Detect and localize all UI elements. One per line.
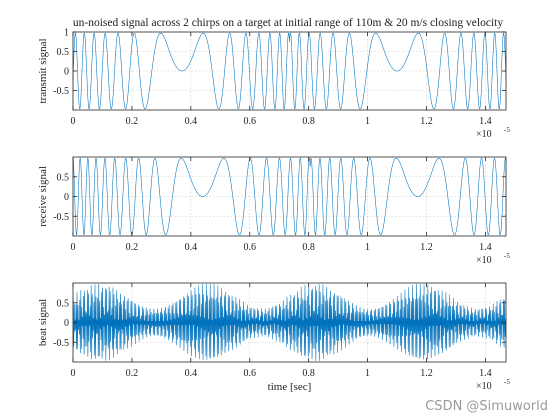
x-tick-label: 1.2 xyxy=(420,116,433,127)
y-tick-label: 0.5 xyxy=(57,47,70,58)
x-axis-multiplier: ×10 xyxy=(476,129,492,140)
y-tick-label: 0 xyxy=(64,318,69,329)
y-axis-label: transmit signal xyxy=(37,38,49,103)
subplot-2: 0 0.2 0.4 0.6 0.8 1 1.2 1.4 -0.5 0 0.5 ×10 -5 receive… xyxy=(37,156,510,266)
x-tick-label: 0.2 xyxy=(126,368,139,379)
x-tick-label: 0.2 xyxy=(126,116,139,127)
x-axis-multiplier: ×10 xyxy=(476,255,492,266)
signal-line xyxy=(72,284,507,361)
x-tick-label: 0 xyxy=(71,368,76,379)
y-tick-label: -0.5 xyxy=(53,86,69,97)
x-tick-label: 1.4 xyxy=(479,242,492,253)
x-axis-multiplier-exponent: -5 xyxy=(504,126,510,134)
x-tick-label: 1.2 xyxy=(420,242,433,253)
y-axis-label: receive signal xyxy=(37,166,49,227)
x-tick-label: 0.6 xyxy=(243,242,256,253)
x-tick-label: 1 xyxy=(365,116,370,127)
x-axis-label: time [sec] xyxy=(268,381,312,393)
x-tick-label: 0.8 xyxy=(302,368,315,379)
x-tick-label: 1.4 xyxy=(479,368,492,379)
x-tick-label: 1 xyxy=(365,368,370,379)
x-axis-multiplier: ×10 xyxy=(476,381,492,392)
y-tick-label: 0 xyxy=(64,67,69,78)
x-tick-label: 0 xyxy=(71,242,76,253)
subplot-3: 0 0.2 0.4 0.6 0.8 1 1.2 1.4 -0.5 0 0.5 ×10 -5 beat si… xyxy=(37,282,510,393)
y-tick-label: 1 xyxy=(64,28,69,39)
x-tick-label: 1.2 xyxy=(420,368,433,379)
x-tick-label: 0.4 xyxy=(185,116,198,127)
x-axis-multiplier-exponent: -5 xyxy=(504,378,510,386)
signal-line xyxy=(72,32,507,110)
signal-line xyxy=(72,157,507,236)
x-axis-multiplier-exponent: -5 xyxy=(504,252,510,260)
x-tick-label: 0.6 xyxy=(243,116,256,127)
x-tick-label: 0 xyxy=(71,116,76,127)
y-tick-label: 0 xyxy=(64,192,69,203)
x-tick-label: 0.6 xyxy=(243,368,256,379)
subplot-1: 0 0.2 0.4 0.6 0.8 1 1.2 1.4 -0.5 0 0.5 1 ×10 -5 transm… xyxy=(37,28,510,141)
watermark: CSDN @Simuworld xyxy=(425,399,548,414)
x-tick-label: 1.4 xyxy=(479,116,492,127)
y-tick-label: -0.5 xyxy=(53,212,69,223)
y-tick-label: 0.5 xyxy=(57,172,70,183)
y-axis-label: beat signal xyxy=(37,299,49,346)
x-tick-label: 0.8 xyxy=(302,116,315,127)
x-tick-label: 0.2 xyxy=(126,242,139,253)
y-tick-label: -0.5 xyxy=(53,338,69,349)
x-tick-label: 0.4 xyxy=(185,242,198,253)
subplots: 0 0.2 0.4 0.6 0.8 1 1.2 1.4 -0.5 0 0.5 1 ×10 -5 transm… xyxy=(37,28,510,394)
x-tick-label: 0.4 xyxy=(185,368,198,379)
y-tick-label: 0.5 xyxy=(57,298,70,309)
chart-title: un-noised signal across 2 chirps on a ta… xyxy=(73,17,503,29)
x-tick-label: 0.8 xyxy=(302,242,315,253)
x-tick-label: 1 xyxy=(365,242,370,253)
